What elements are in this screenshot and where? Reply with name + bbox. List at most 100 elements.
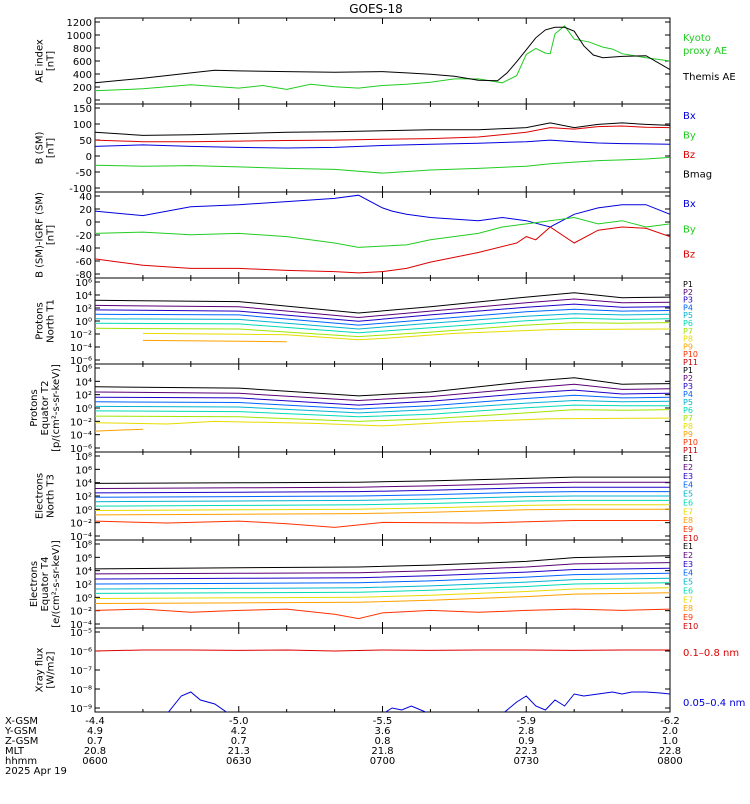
y-tick-label: 10⁰ [75,593,92,604]
y-axis-label: B (SM)-IGRF (SM) [35,192,46,278]
legend-e6: E6 [683,498,693,507]
y-tick-label: 50 [79,136,92,147]
y-axis-label: Electrons [29,561,40,607]
y-tick-label: 10⁴ [75,567,92,578]
legend-e9: E9 [683,613,693,622]
legend-p3: P3 [683,382,693,391]
series-e1 [95,476,670,484]
y-tick-label: 10⁻² [70,519,92,530]
x-col-mlt: 21.3 [228,746,250,757]
y-tick-label: -40 [76,244,92,255]
legend-p11: P11 [683,358,698,367]
series-e6 [95,499,670,507]
legend-e5: E5 [683,578,693,587]
y-tick-label: -20 [76,231,92,242]
y-tick-label: -50 [76,168,92,179]
series-e8 [95,508,670,516]
y-axis-label: [p/(cm²-s-sr-keV)] [51,364,62,452]
legend-p8: P8 [683,422,693,431]
legend-p9: P9 [683,342,693,351]
legend-e10: E10 [683,622,698,631]
y-axis-label: [nT] [46,225,57,245]
series-p2 [95,383,670,402]
legend-p7: P7 [683,414,693,423]
legend-e2: E2 [683,551,693,560]
panel-pequator: 10⁶ 10⁴ 10² 10⁰ 10⁻² 10⁻⁴ 10⁻⁶ Protons Equator T… [29,363,698,455]
x-row-label: hhmm [5,756,37,767]
x-col-x-gsm: -5.9 [516,716,536,727]
series-p9 [95,428,143,432]
x-row-label: X-GSM [5,716,38,727]
series-bx [95,139,670,149]
legend-by: By [683,224,696,235]
series-p7 [95,409,670,422]
y-tick-label: 10⁰ [75,317,92,328]
series-bz [95,226,670,274]
series-p4 [95,308,670,326]
legend-0-1-0-8-nm: 0.1–0.8 nm [683,648,739,659]
y-axis-label: [nT] [46,138,57,158]
panel-frame [94,277,671,365]
legend-p5: P5 [683,311,693,320]
x-col-hhmm: 0800 [657,756,682,767]
legend-e6: E6 [683,586,693,595]
y-axis-label: [W/m2] [46,651,57,688]
y-tick-label: 10⁻⁴ [70,431,92,442]
series-e2 [95,562,670,575]
series-e3 [95,567,670,580]
x-row-label: Y-GSM [4,726,37,737]
series-long_0p1_0p8nm [95,649,670,652]
series-p5 [95,313,670,330]
y-tick-label: 800 [73,44,92,55]
y-tick-label: 10⁻⁶ [70,444,92,455]
series-p8 [95,417,670,427]
y-tick-label: 0 [86,96,92,107]
x-col-x-gsm: -5.0 [229,716,249,727]
series-short_0p05_0p4nm [167,691,670,712]
legend-e7: E7 [683,507,693,516]
legend-e2: E2 [683,463,693,472]
legend-e4: E4 [683,569,693,578]
y-tick-label: 10⁻⁶ [70,356,92,367]
panel-eequator: 10⁸ 10⁶ 10⁴ 10² 10⁰ 10⁻² 10⁻⁴ Electrons Equator … [29,539,698,631]
legend-e3: E3 [683,560,693,569]
y-axis-label: Equator T2 [40,381,51,436]
y-tick-label: 150 [73,104,92,115]
legend-e4: E4 [683,481,693,490]
x-col-y-gsm: 3.6 [375,726,391,737]
y-tick-label: 10² [75,304,92,315]
panel-frame [94,191,671,279]
panel-ae: 1200 1000 800 600 400 200 0 AE index [nT] Kyoto pr… [35,17,736,107]
y-tick-label: -60 [76,257,92,268]
x-col-z-gsm: 0.8 [375,736,391,747]
y-axis-label: Protons [29,389,40,426]
y-tick-label: 200 [73,83,92,94]
y-axis-label: Electrons [35,473,46,519]
x-col-x-gsm: -5.5 [373,716,393,727]
y-tick-label: 10⁻⁶ [70,647,92,658]
series-e4 [95,572,670,585]
y-tick-label: 10⁴ [75,291,92,302]
panel-dbiGRF: 40 20 0 -20 -40 -60 -80 B (SM)-IGRF (SM) [nT] Bx B… [35,191,696,281]
series-p5 [95,399,670,414]
series-e7 [95,504,670,511]
legend-e1: E1 [683,542,693,551]
series-e2 [95,481,670,489]
y-tick-label: 40 [79,192,92,203]
series-by [95,216,670,248]
series-p6 [95,317,670,334]
x-row-label: 2025 Apr 19 [5,766,67,777]
y-axis-label: Equator T4 [40,557,51,612]
series-bx [95,194,670,228]
legend-p4: P4 [683,303,693,312]
series-p4 [95,394,670,410]
legend-e10: E10 [683,534,698,543]
panel-frame [94,627,671,713]
y-tick-label: 0 [86,152,92,163]
legend-p2: P2 [683,288,693,297]
y-tick-label: -80 [76,270,92,281]
